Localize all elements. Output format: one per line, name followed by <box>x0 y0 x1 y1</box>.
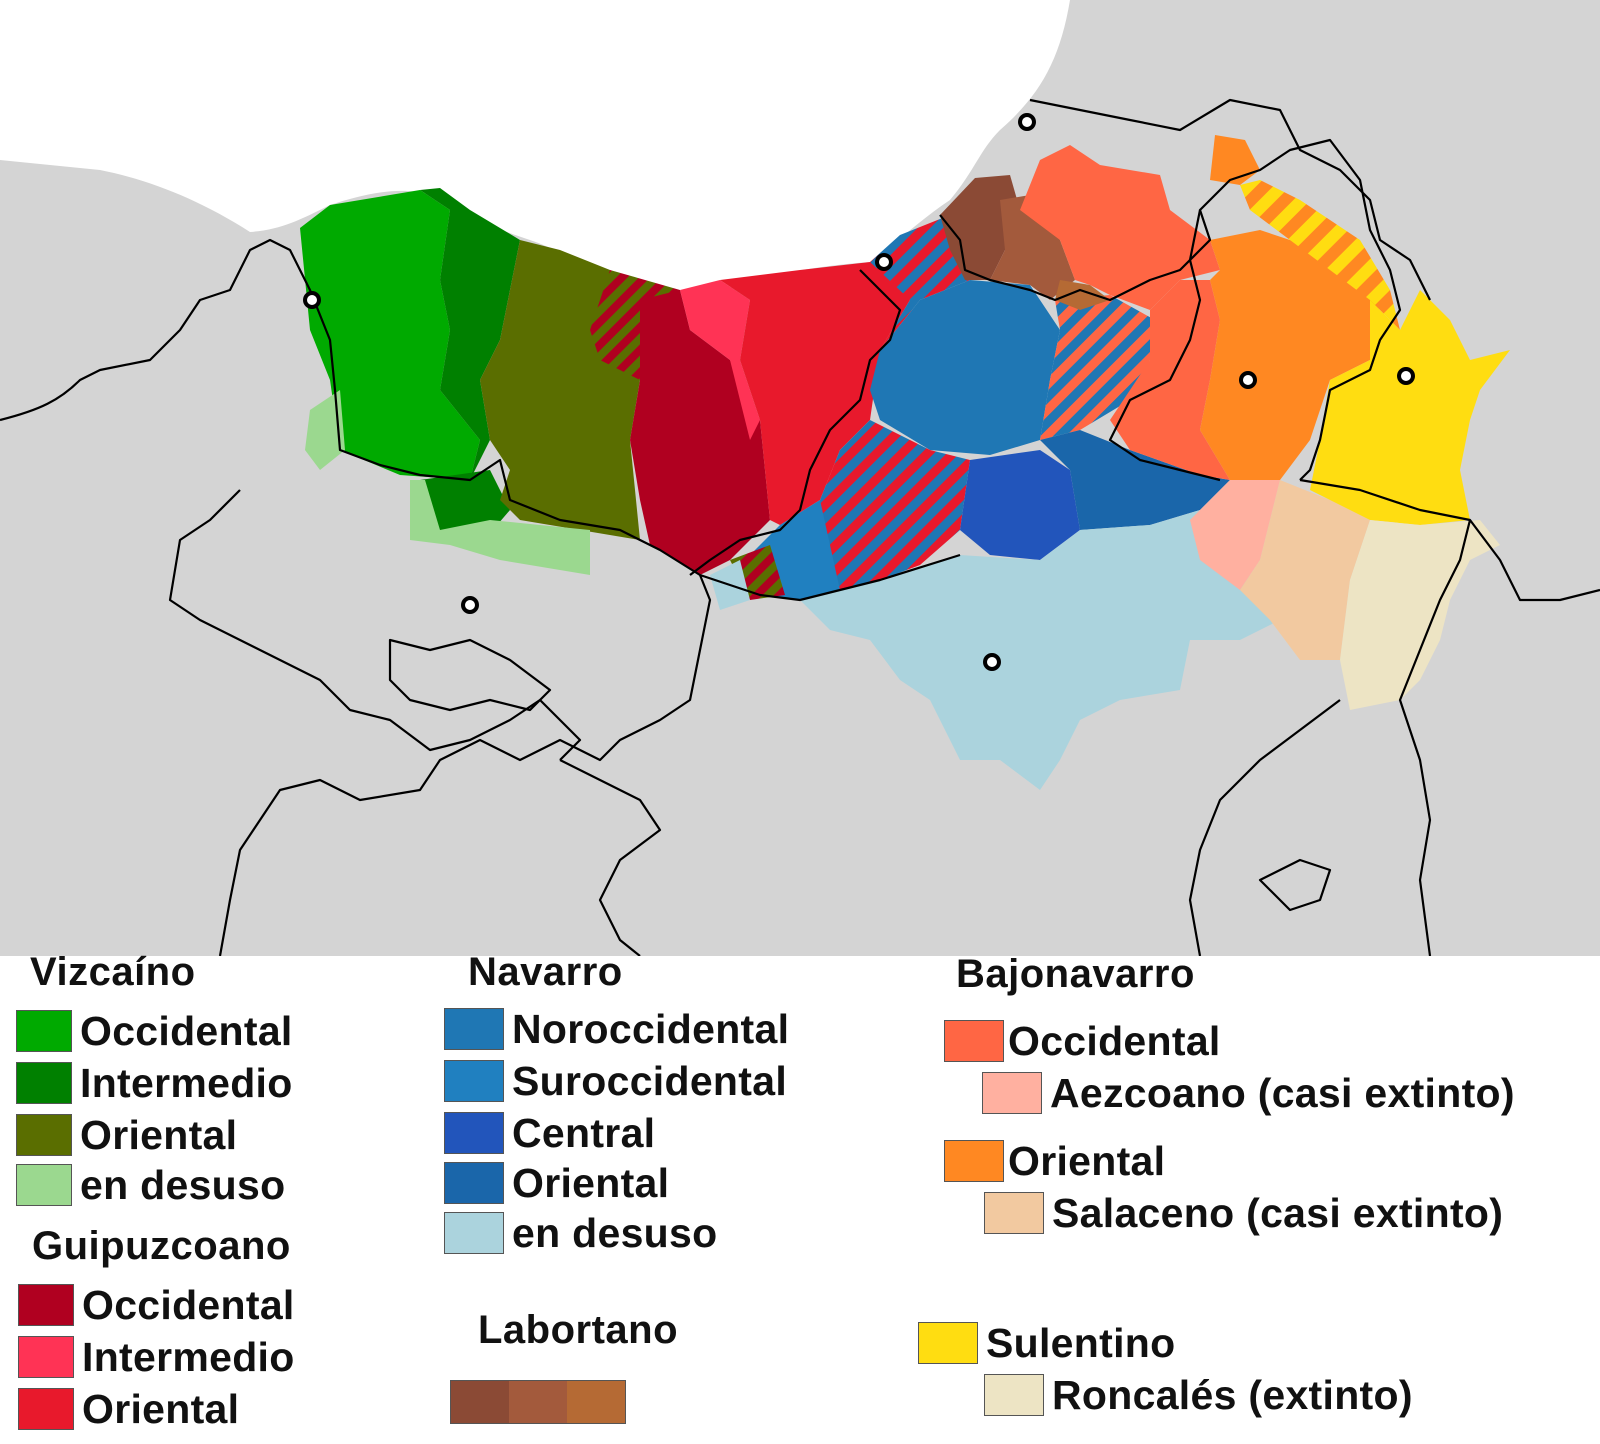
legend-title-bajonavarro: Bajonavarro <box>956 952 1195 996</box>
legend-item-navarro-oriental: Oriental <box>444 1160 669 1206</box>
legend-label: Occidental <box>1008 1017 1221 1064</box>
legend-swatch <box>444 1112 504 1154</box>
legend-label: en desuso <box>512 1209 718 1256</box>
dialect-map <box>0 0 1600 956</box>
legend-title-guipuzcoano: Guipuzcoano <box>32 1224 291 1268</box>
legend-label: Aezcoano (casi extinto) <box>1050 1069 1515 1116</box>
region-salaceno <box>1240 480 1370 660</box>
legend-item-vizcaino-oriental: Oriental <box>16 1112 237 1158</box>
legend-swatch <box>16 1010 72 1052</box>
legend-label: Intermedio <box>80 1059 293 1106</box>
legend-item-roncales: Roncalés (extinto) <box>984 1372 1413 1418</box>
legend-item-bajonavarro-occidental: Occidental <box>944 1018 1221 1064</box>
legend-title-labortano: Labortano <box>478 1308 679 1352</box>
legend-label: Oriental <box>512 1159 670 1206</box>
region-roncales <box>1340 520 1500 710</box>
legend-item-bajonavarro-oriental: Oriental <box>944 1138 1165 1184</box>
region-navarro-noroccidental <box>870 280 1060 455</box>
region-vizcaino-desuso <box>305 390 590 575</box>
legend-item-vizcaino-desuso: en desuso <box>16 1162 285 1208</box>
legend-label: Noroccidental <box>512 1005 790 1052</box>
legend-label: Roncalés (extinto) <box>1052 1371 1413 1418</box>
legend-swatch <box>16 1164 72 1206</box>
legend-item-aezcoano: Aezcoano (casi extinto) <box>982 1070 1515 1116</box>
legend-item-guipuzcoano-occidental: Occidental <box>18 1282 295 1328</box>
legend-item-guipuzcoano-oriental: Oriental <box>18 1386 239 1432</box>
legend-item-navarro-noroccidental: Noroccidental <box>444 1006 789 1052</box>
legend-item-salaceno: Salaceno (casi extinto) <box>984 1190 1503 1236</box>
legend-label: Oriental <box>80 1111 238 1158</box>
legend-item-navarro-desuso: en desuso <box>444 1210 717 1256</box>
region-sulentino <box>1310 290 1510 525</box>
region-vizcaino-occidental <box>300 190 480 480</box>
legend-swatch <box>509 1381 567 1423</box>
legend-label: Oriental <box>1008 1137 1166 1184</box>
legend-title-navarro: Navarro <box>468 950 623 994</box>
region-guipuzcoano-occidental <box>630 290 770 575</box>
region-bajonavarro-occidental-north <box>1020 145 1220 310</box>
legend-swatch <box>984 1374 1044 1416</box>
legend-swatch <box>918 1322 978 1364</box>
legend-swatch <box>444 1060 504 1102</box>
city-marker <box>875 253 893 271</box>
map-svg <box>0 0 1600 956</box>
legend-swatch <box>444 1008 504 1050</box>
legend-swatch <box>567 1381 625 1423</box>
legend-swatch <box>984 1192 1044 1234</box>
legend-swatch <box>16 1114 72 1156</box>
region-navarro-desuso <box>710 510 1280 790</box>
legend-swatch <box>444 1162 504 1204</box>
region-labortano-2 <box>990 195 1075 300</box>
legend-swatch <box>944 1020 1004 1062</box>
region-aezcoano <box>1190 480 1280 590</box>
legend-item-guipuzcoano-intermedio: Intermedio <box>18 1334 295 1380</box>
legend-item-sulentino: Sulentino <box>918 1320 1175 1366</box>
region-navarro-central <box>960 450 1080 560</box>
legend: Vizcaíno Occidental Intermedio Oriental … <box>0 950 1600 1444</box>
legend-label: Intermedio <box>82 1333 295 1380</box>
legend-swatch <box>16 1062 72 1104</box>
region-hatch-guipuzcoano-navarro-north <box>870 215 970 350</box>
legend-swatch <box>944 1140 1004 1182</box>
legend-label: Salaceno (casi extinto) <box>1052 1189 1504 1236</box>
legend-swatch <box>451 1381 509 1423</box>
region-guipuzcoano-intermedio <box>680 280 760 440</box>
legend-swatch <box>444 1212 504 1254</box>
legend-label: en desuso <box>80 1161 286 1208</box>
legend-label: Sulentino <box>986 1319 1176 1366</box>
region-labortano-1 <box>940 175 1020 280</box>
city-marker <box>461 596 479 614</box>
city-markers <box>303 113 1415 671</box>
city-marker <box>983 653 1001 671</box>
sea <box>0 0 1070 291</box>
city-marker <box>1397 367 1415 385</box>
legend-swatch <box>18 1388 74 1430</box>
region-hatch-guipuzcoano-navarro-south <box>820 420 970 590</box>
legend-swatch-labortano <box>450 1380 626 1424</box>
region-hatch-bajonavarro-navarro <box>1040 295 1155 440</box>
legend-item-vizcaino-occidental: Occidental <box>16 1008 293 1054</box>
region-hatch-bajonavarro-sulentino <box>1240 180 1400 330</box>
city-marker <box>303 291 321 309</box>
region-navarro-oriental <box>1040 430 1230 530</box>
region-vizcaino-intermedio <box>420 188 520 480</box>
region-labortano-3 <box>1055 280 1110 310</box>
legend-label: Suroccidental <box>512 1057 788 1104</box>
legend-label: Oriental <box>82 1385 240 1432</box>
legend-swatch <box>18 1336 74 1378</box>
legend-swatch <box>18 1284 74 1326</box>
region-guipuzcoano-oriental <box>720 260 910 525</box>
region-bajonavarro-oriental <box>1200 135 1380 480</box>
legend-title-vizcaino: Vizcaíno <box>30 950 196 994</box>
legend-item-navarro-suroccidental: Suroccidental <box>444 1058 787 1104</box>
legend-label: Central <box>512 1109 656 1156</box>
borders <box>0 98 1600 956</box>
legend-item-vizcaino-intermedio: Intermedio <box>16 1060 293 1106</box>
legend-label: Occidental <box>82 1281 295 1328</box>
legend-label: Occidental <box>80 1007 293 1054</box>
city-marker <box>1018 113 1036 131</box>
legend-item-navarro-central: Central <box>444 1110 655 1156</box>
city-marker <box>1239 371 1257 389</box>
legend-swatch <box>982 1072 1042 1114</box>
